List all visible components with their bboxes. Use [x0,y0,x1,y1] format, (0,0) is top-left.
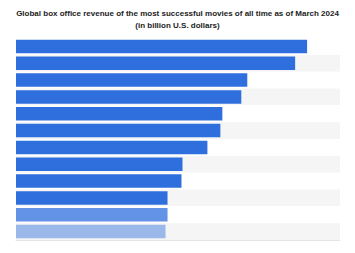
svg-text:Global box office revenue of t: Global box office revenue of the most su… [16,9,339,18]
svg-text:(in billion U.S. dollars): (in billion U.S. dollars) [135,21,220,30]
